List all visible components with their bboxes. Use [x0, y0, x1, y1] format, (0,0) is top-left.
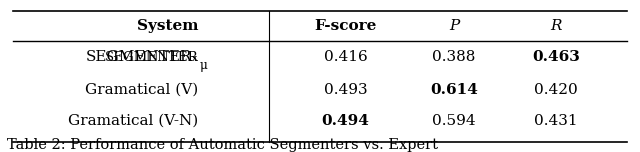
Text: SEGMENTER: SEGMENTER — [105, 50, 198, 64]
Text: 0.494: 0.494 — [322, 114, 369, 128]
Text: Gramatical (V-N): Gramatical (V-N) — [68, 114, 198, 128]
Text: 0.594: 0.594 — [432, 114, 476, 128]
Text: R: R — [550, 19, 562, 33]
Text: 0.388: 0.388 — [433, 50, 476, 64]
Text: F-score: F-score — [314, 19, 377, 33]
Text: Table 2: Performance of Automatic Segmenters vs. Expert: Table 2: Performance of Automatic Segmen… — [7, 138, 438, 152]
Text: SEGMENTERₓ: SEGMENTERₓ — [86, 50, 198, 64]
Text: 0.420: 0.420 — [534, 83, 578, 97]
Text: 0.463: 0.463 — [532, 50, 580, 64]
Text: μ: μ — [199, 59, 207, 73]
Text: System: System — [137, 19, 198, 33]
Text: 0.431: 0.431 — [534, 114, 578, 128]
Text: 0.416: 0.416 — [324, 50, 367, 64]
Text: Gramatical (V): Gramatical (V) — [85, 83, 198, 97]
Text: 0.493: 0.493 — [324, 83, 367, 97]
Text: 0.614: 0.614 — [430, 83, 478, 97]
Text: P: P — [449, 19, 460, 33]
